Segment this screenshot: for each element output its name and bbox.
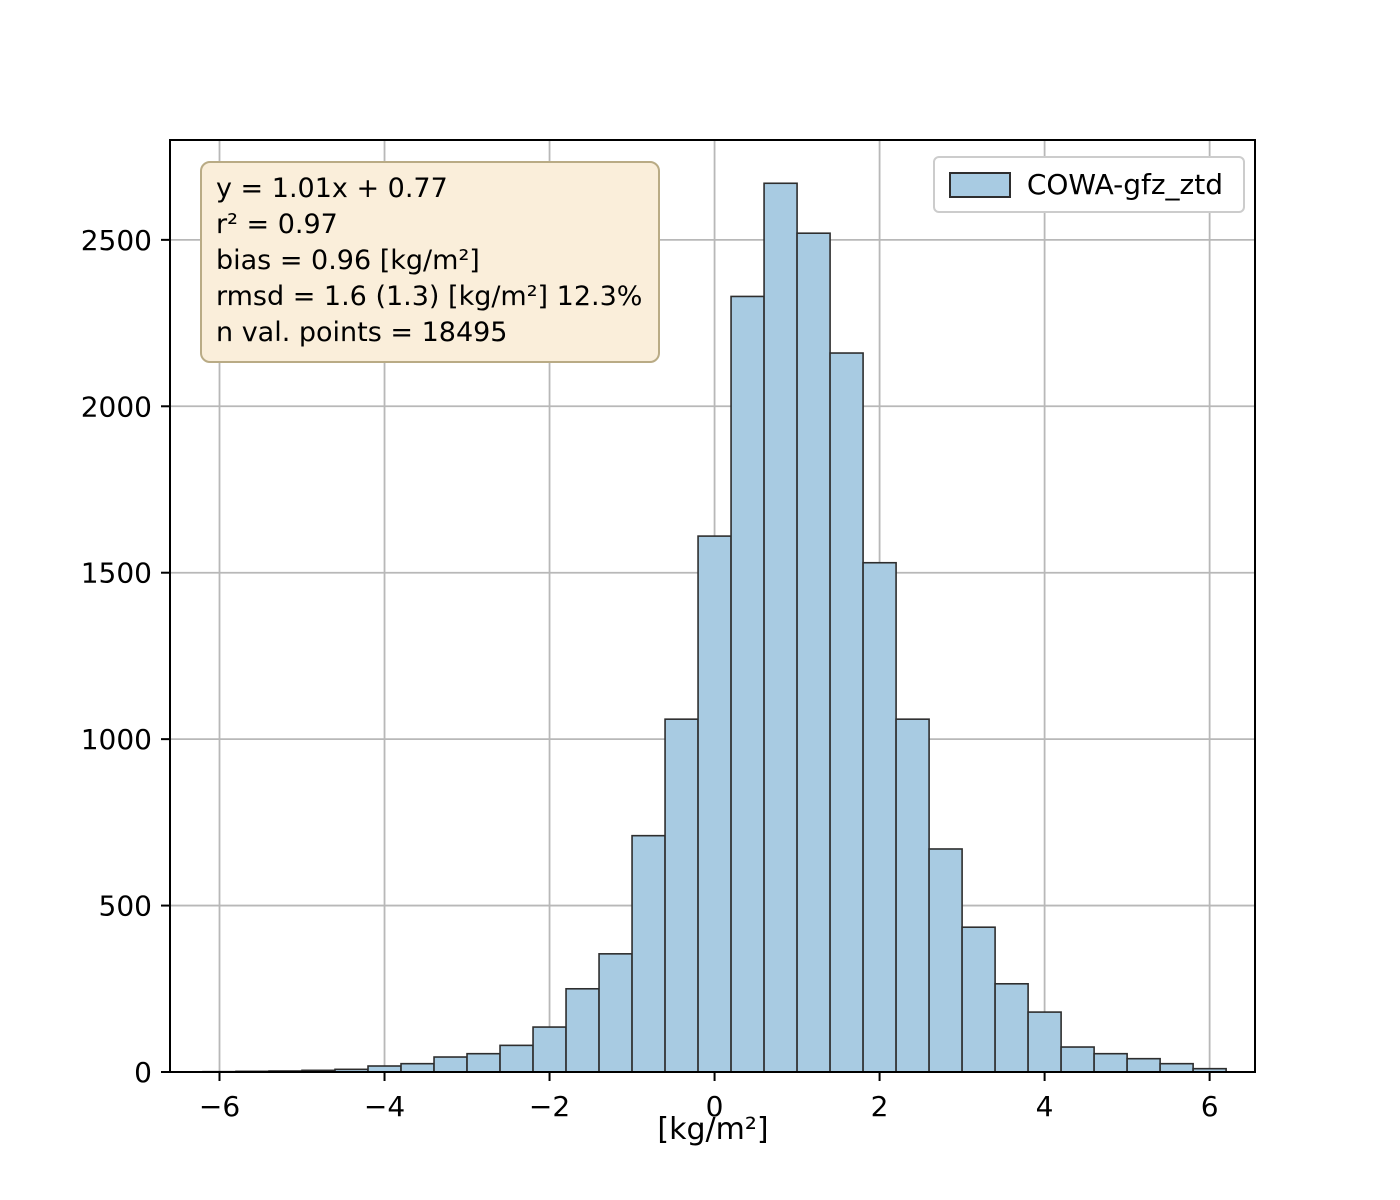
histogram-bar (1060, 1046, 1095, 1073)
x-tick-label: 6 (1201, 1090, 1219, 1123)
histogram-bar (697, 535, 732, 1073)
x-tick-label: −2 (529, 1090, 570, 1123)
x-tick-label: −4 (364, 1090, 405, 1123)
histogram-bar (664, 718, 699, 1073)
histogram-bar (532, 1026, 567, 1073)
x-tick-label: 4 (1036, 1090, 1054, 1123)
legend-label: COWA-gfz_ztd (1026, 168, 1223, 201)
histogram-bar (730, 295, 765, 1073)
y-tick-label: 2000 (81, 390, 152, 423)
histogram-bar (598, 953, 633, 1073)
x-tick-label: 2 (871, 1090, 889, 1123)
histogram-bar (994, 982, 1029, 1073)
y-tick-label: 0 (134, 1056, 152, 1089)
stats-line-rmsd: rmsd = 1.6 (1.3) [kg/m²] 12.3% (216, 281, 643, 312)
histogram-bar (1159, 1062, 1194, 1073)
histogram-bar (466, 1052, 501, 1073)
y-tick-label: 500 (99, 890, 152, 923)
stats-line-bias: bias = 0.96 [kg/m²] (216, 245, 480, 276)
y-tick-label: 1500 (81, 557, 152, 590)
histogram-bar (433, 1056, 468, 1073)
stats-line-npoints: n val. points = 18495 (216, 317, 508, 348)
histogram-bar (829, 352, 864, 1073)
histogram-bar (928, 848, 963, 1073)
histogram-bar (1093, 1052, 1128, 1073)
histogram-bar (961, 926, 996, 1073)
histogram-bar (400, 1062, 435, 1073)
histogram-bar (631, 834, 666, 1073)
stats-line-equation: y = 1.01x + 0.77 (216, 173, 448, 204)
x-tick-label: 0 (706, 1090, 724, 1123)
axes-spines (169, 139, 1256, 1073)
legend: COWA-gfz_ztd (932, 156, 1245, 213)
histogram-bar (895, 718, 930, 1073)
y-tick-label: 2500 (81, 224, 152, 257)
histogram-bar (499, 1044, 534, 1073)
histogram-bar (796, 232, 831, 1073)
legend-swatch (948, 171, 1011, 198)
x-tick-label: −6 (199, 1090, 240, 1123)
x-axis-label: [kg/m²] (657, 1112, 769, 1147)
histogram-bar (862, 561, 897, 1073)
histogram-bar (1027, 1011, 1062, 1073)
y-tick-label: 1000 (81, 723, 152, 756)
stats-line-r2: r² = 0.97 (216, 209, 338, 240)
stats-annotation-box: y = 1.01x + 0.77 r² = 0.97 bias = 0.96 [… (200, 161, 661, 363)
histogram-bar (565, 987, 600, 1073)
histogram-bar (763, 182, 798, 1073)
histogram-bar (1126, 1057, 1161, 1073)
